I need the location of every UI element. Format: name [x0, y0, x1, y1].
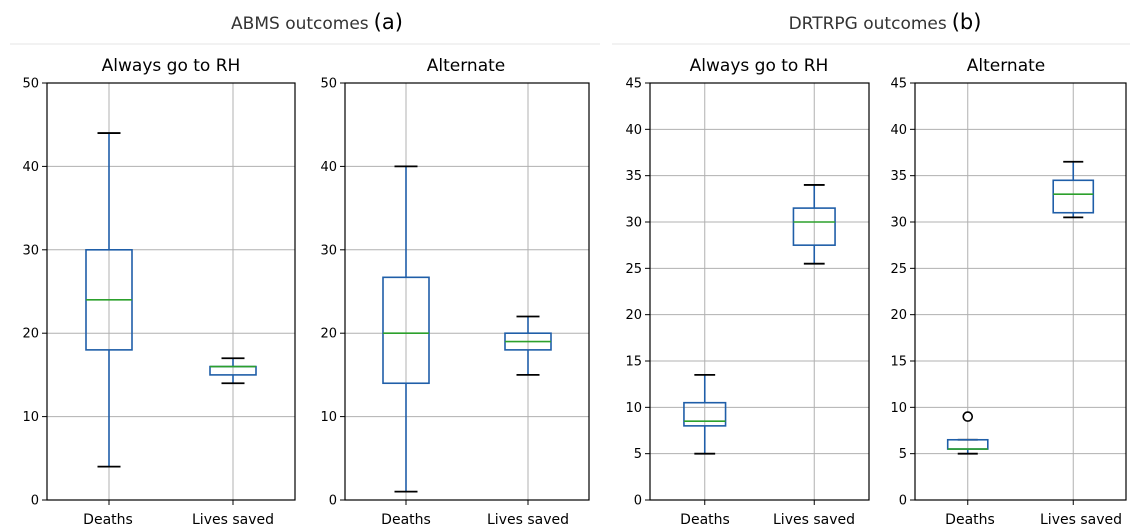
tick-label-y-b2-5: 5 — [899, 447, 907, 462]
category-label-a1-deaths: Deaths — [83, 512, 133, 528]
tick-label-y-b1-0: 0 — [634, 494, 642, 509]
tick-label-y-b1-15: 15 — [625, 355, 642, 370]
tick-label-y-b2-30: 30 — [890, 216, 907, 231]
plot-frame-b1 — [649, 82, 870, 501]
tick-label-y-a2-10: 10 — [320, 410, 337, 425]
category-label-b2-lives-saved: Lives saved — [1040, 512, 1122, 528]
box-b1-1 — [792, 184, 836, 265]
group-title-a-letter: (a) — [374, 10, 403, 34]
group-title-b-letter: (b) — [952, 10, 982, 34]
box-iqr-b2-1 — [1052, 179, 1095, 214]
tick-label-y-b2-35: 35 — [890, 169, 907, 184]
tick-label-y-b1-30: 30 — [625, 216, 642, 231]
tick-label-y-b2-40: 40 — [890, 123, 907, 138]
tick-label-y-a1-0: 0 — [31, 494, 39, 509]
box-iqr-a2-0 — [382, 276, 430, 385]
plot-panel-b-always: 0 5 10 15 20 25 30 35 40 45 — [625, 77, 870, 509]
category-label-b2-deaths: Deaths — [945, 512, 995, 528]
box-iqr-b1-1 — [792, 207, 836, 246]
tick-label-y-b2-20: 20 — [890, 308, 907, 323]
tick-label-y-b2-15: 15 — [890, 355, 907, 370]
plot-frame-a2 — [344, 82, 590, 501]
tick-label-y-a2-0: 0 — [329, 494, 337, 509]
box-a2-1 — [504, 315, 552, 376]
tick-label-y-b1-35: 35 — [625, 169, 642, 184]
tick-label-y-b1-25: 25 — [625, 262, 642, 277]
tick-label-y-a1-10: 10 — [22, 410, 39, 425]
tick-label-y-a2-20: 20 — [320, 327, 337, 342]
tick-label-y-b1-45: 45 — [625, 77, 642, 92]
group-title-a-text: ABMS outcomes — [231, 14, 369, 34]
plot-frame-b2 — [914, 82, 1127, 501]
tick-label-y-a2-30: 30 — [320, 243, 337, 258]
plot-panel-b-alternate: 0 5 10 15 20 25 30 35 40 45 — [890, 77, 1127, 509]
plot-frame-a1 — [46, 82, 296, 501]
category-label-a2-deaths: Deaths — [381, 512, 431, 528]
plot-panel-a-always: 0 10 20 30 40 50 — [22, 77, 296, 509]
plot-panel-a-alternate: 0 10 20 30 40 50 — [320, 77, 590, 509]
category-label-b1-lives-saved: Lives saved — [773, 512, 855, 528]
tick-label-y-b1-5: 5 — [634, 447, 642, 462]
tick-label-y-a1-40: 40 — [22, 160, 39, 175]
tick-label-y-b2-0: 0 — [899, 494, 907, 509]
tick-label-y-b2-45: 45 — [890, 77, 907, 92]
box-iqr-b1-0 — [683, 401, 727, 427]
subplot-title-a2: Alternate — [427, 56, 505, 76]
group-title-a: ABMS outcomes (a) — [231, 10, 403, 34]
box-b2-1 — [1052, 160, 1095, 219]
category-label-a1-lives-saved: Lives saved — [192, 512, 274, 528]
tick-label-y-a1-20: 20 — [22, 327, 39, 342]
tick-label-y-b1-10: 10 — [625, 401, 642, 416]
box-a2-0 — [382, 165, 430, 493]
box-b2-0 — [946, 411, 989, 455]
tick-label-y-b1-20: 20 — [625, 308, 642, 323]
tick-label-y-b2-10: 10 — [890, 401, 907, 416]
box-a1-1 — [209, 357, 257, 385]
subplot-title-b2: Alternate — [967, 56, 1045, 76]
tick-label-y-b2-25: 25 — [890, 262, 907, 277]
group-title-b-text: DRTRPG outcomes — [789, 14, 947, 34]
tick-label-y-b1-40: 40 — [625, 123, 642, 138]
tick-label-y-a1-30: 30 — [22, 243, 39, 258]
box-b1-0 — [683, 373, 727, 455]
category-label-a2-lives-saved: Lives saved — [487, 512, 569, 528]
category-label-b1-deaths: Deaths — [680, 512, 730, 528]
tick-label-y-a2-50: 50 — [320, 77, 337, 92]
subplot-title-b1: Always go to RH — [690, 56, 829, 76]
outlier-point-b2-0-0 — [962, 411, 974, 422]
box-a1-0 — [85, 132, 133, 468]
group-title-b: DRTRPG outcomes (b) — [789, 10, 982, 34]
subplot-title-a1: Always go to RH — [102, 56, 241, 76]
tick-label-y-a1-50: 50 — [22, 77, 39, 92]
tick-label-y-a2-40: 40 — [320, 160, 337, 175]
